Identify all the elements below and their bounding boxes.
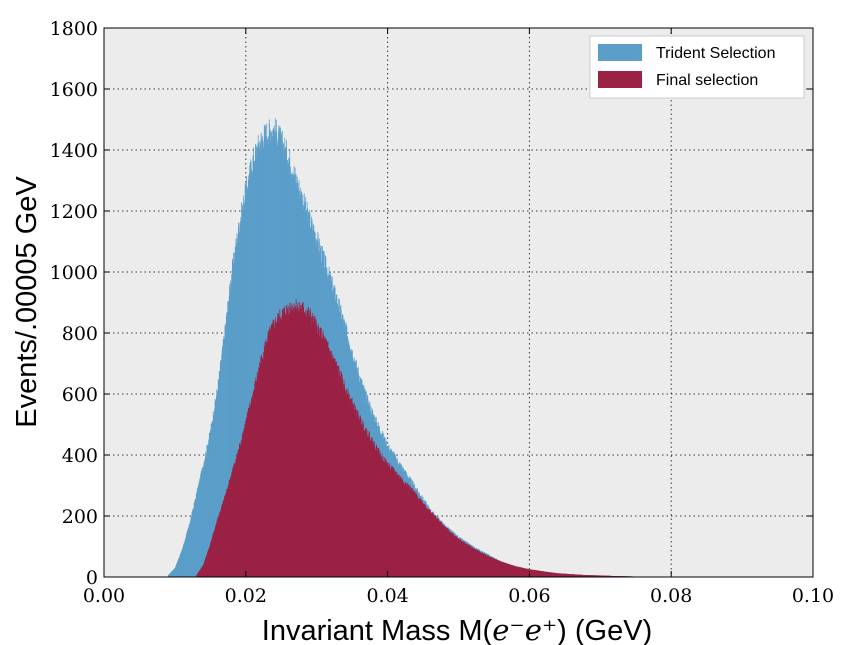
y-tick-label: 800 xyxy=(62,323,98,345)
x-tick-label: 0.08 xyxy=(650,585,692,607)
legend-label-final: Final selection xyxy=(656,72,758,89)
y-tick-label: 1200 xyxy=(50,201,98,223)
y-axis-ticks: 0 200 400 600 800 1000 1200 1400 1600 1800 xyxy=(50,18,813,589)
y-tick-label: 600 xyxy=(62,384,98,406)
legend-swatch-final xyxy=(598,71,642,88)
y-tick-label: 1800 xyxy=(50,18,98,40)
x-tick-label: 0.02 xyxy=(225,585,267,607)
y-axis-label: Events/.00005 GeV xyxy=(11,176,43,428)
x-axis-ticks: 0.00 0.02 0.04 0.06 0.08 0.10 xyxy=(83,28,834,607)
legend-swatch-trident xyxy=(598,44,642,61)
x-tick-label: 0.04 xyxy=(366,585,408,607)
plot-frame xyxy=(103,27,814,578)
x-axis-label: Invariant Mass M(e⁻e⁺) (GeV) xyxy=(262,613,652,645)
grid xyxy=(104,28,813,577)
legend-label-trident: Trident Selection xyxy=(656,45,775,62)
y-tick-label: 400 xyxy=(62,445,98,467)
y-tick-label: 0 xyxy=(86,567,98,589)
x-tick-label: 0.10 xyxy=(792,585,834,607)
y-tick-label: 200 xyxy=(62,506,98,528)
x-tick-label: 0.00 xyxy=(83,585,125,607)
y-tick-label: 1000 xyxy=(50,262,98,284)
legend: Trident Selection Final selection xyxy=(589,35,805,99)
y-tick-label: 1400 xyxy=(50,140,98,162)
final-selection-bars xyxy=(196,299,672,577)
y-tick-label: 1600 xyxy=(50,79,98,101)
x-tick-label: 0.06 xyxy=(508,585,550,607)
